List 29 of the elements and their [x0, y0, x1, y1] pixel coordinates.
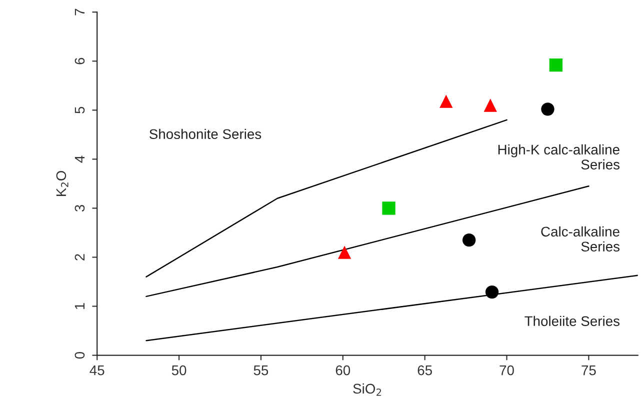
point — [484, 98, 497, 112]
point — [338, 246, 352, 259]
y-tick-label: 6 — [74, 58, 85, 64]
y-tick-label: 0 — [74, 352, 85, 359]
annotation: Calc-alkaline Series — [541, 226, 620, 252]
x-tick-label: 45 — [90, 366, 104, 376]
y-tick-label: 7 — [74, 8, 84, 16]
point — [485, 285, 499, 299]
x-tick-label: 75 — [582, 366, 596, 376]
x-tick-label: 70 — [500, 365, 514, 376]
y-axis-title: K$_{2}$O — [56, 170, 68, 196]
point — [440, 94, 453, 108]
point — [549, 58, 563, 72]
annotation: Tholeiite Series — [524, 316, 620, 326]
y-tick-label: 5 — [74, 106, 85, 114]
x-tick-label: 55 — [254, 366, 268, 376]
point — [382, 202, 396, 215]
x-tick-label: 60 — [336, 365, 350, 376]
x-axis-title: SiO$_{2}$ — [353, 383, 382, 396]
y-tick-label: 1 — [74, 303, 84, 310]
point — [462, 233, 476, 247]
y-tick-label: 2 — [74, 254, 84, 260]
annotation: High-K calc-alkaline Series — [498, 144, 620, 170]
x-tick-label: 50 — [172, 365, 186, 376]
point — [541, 102, 554, 116]
annotation: Shoshonite Series — [150, 128, 262, 140]
y-tick-label: 3 — [74, 204, 85, 212]
y-tick-label: 4 — [74, 156, 84, 163]
x-tick-label: 65 — [418, 365, 432, 376]
